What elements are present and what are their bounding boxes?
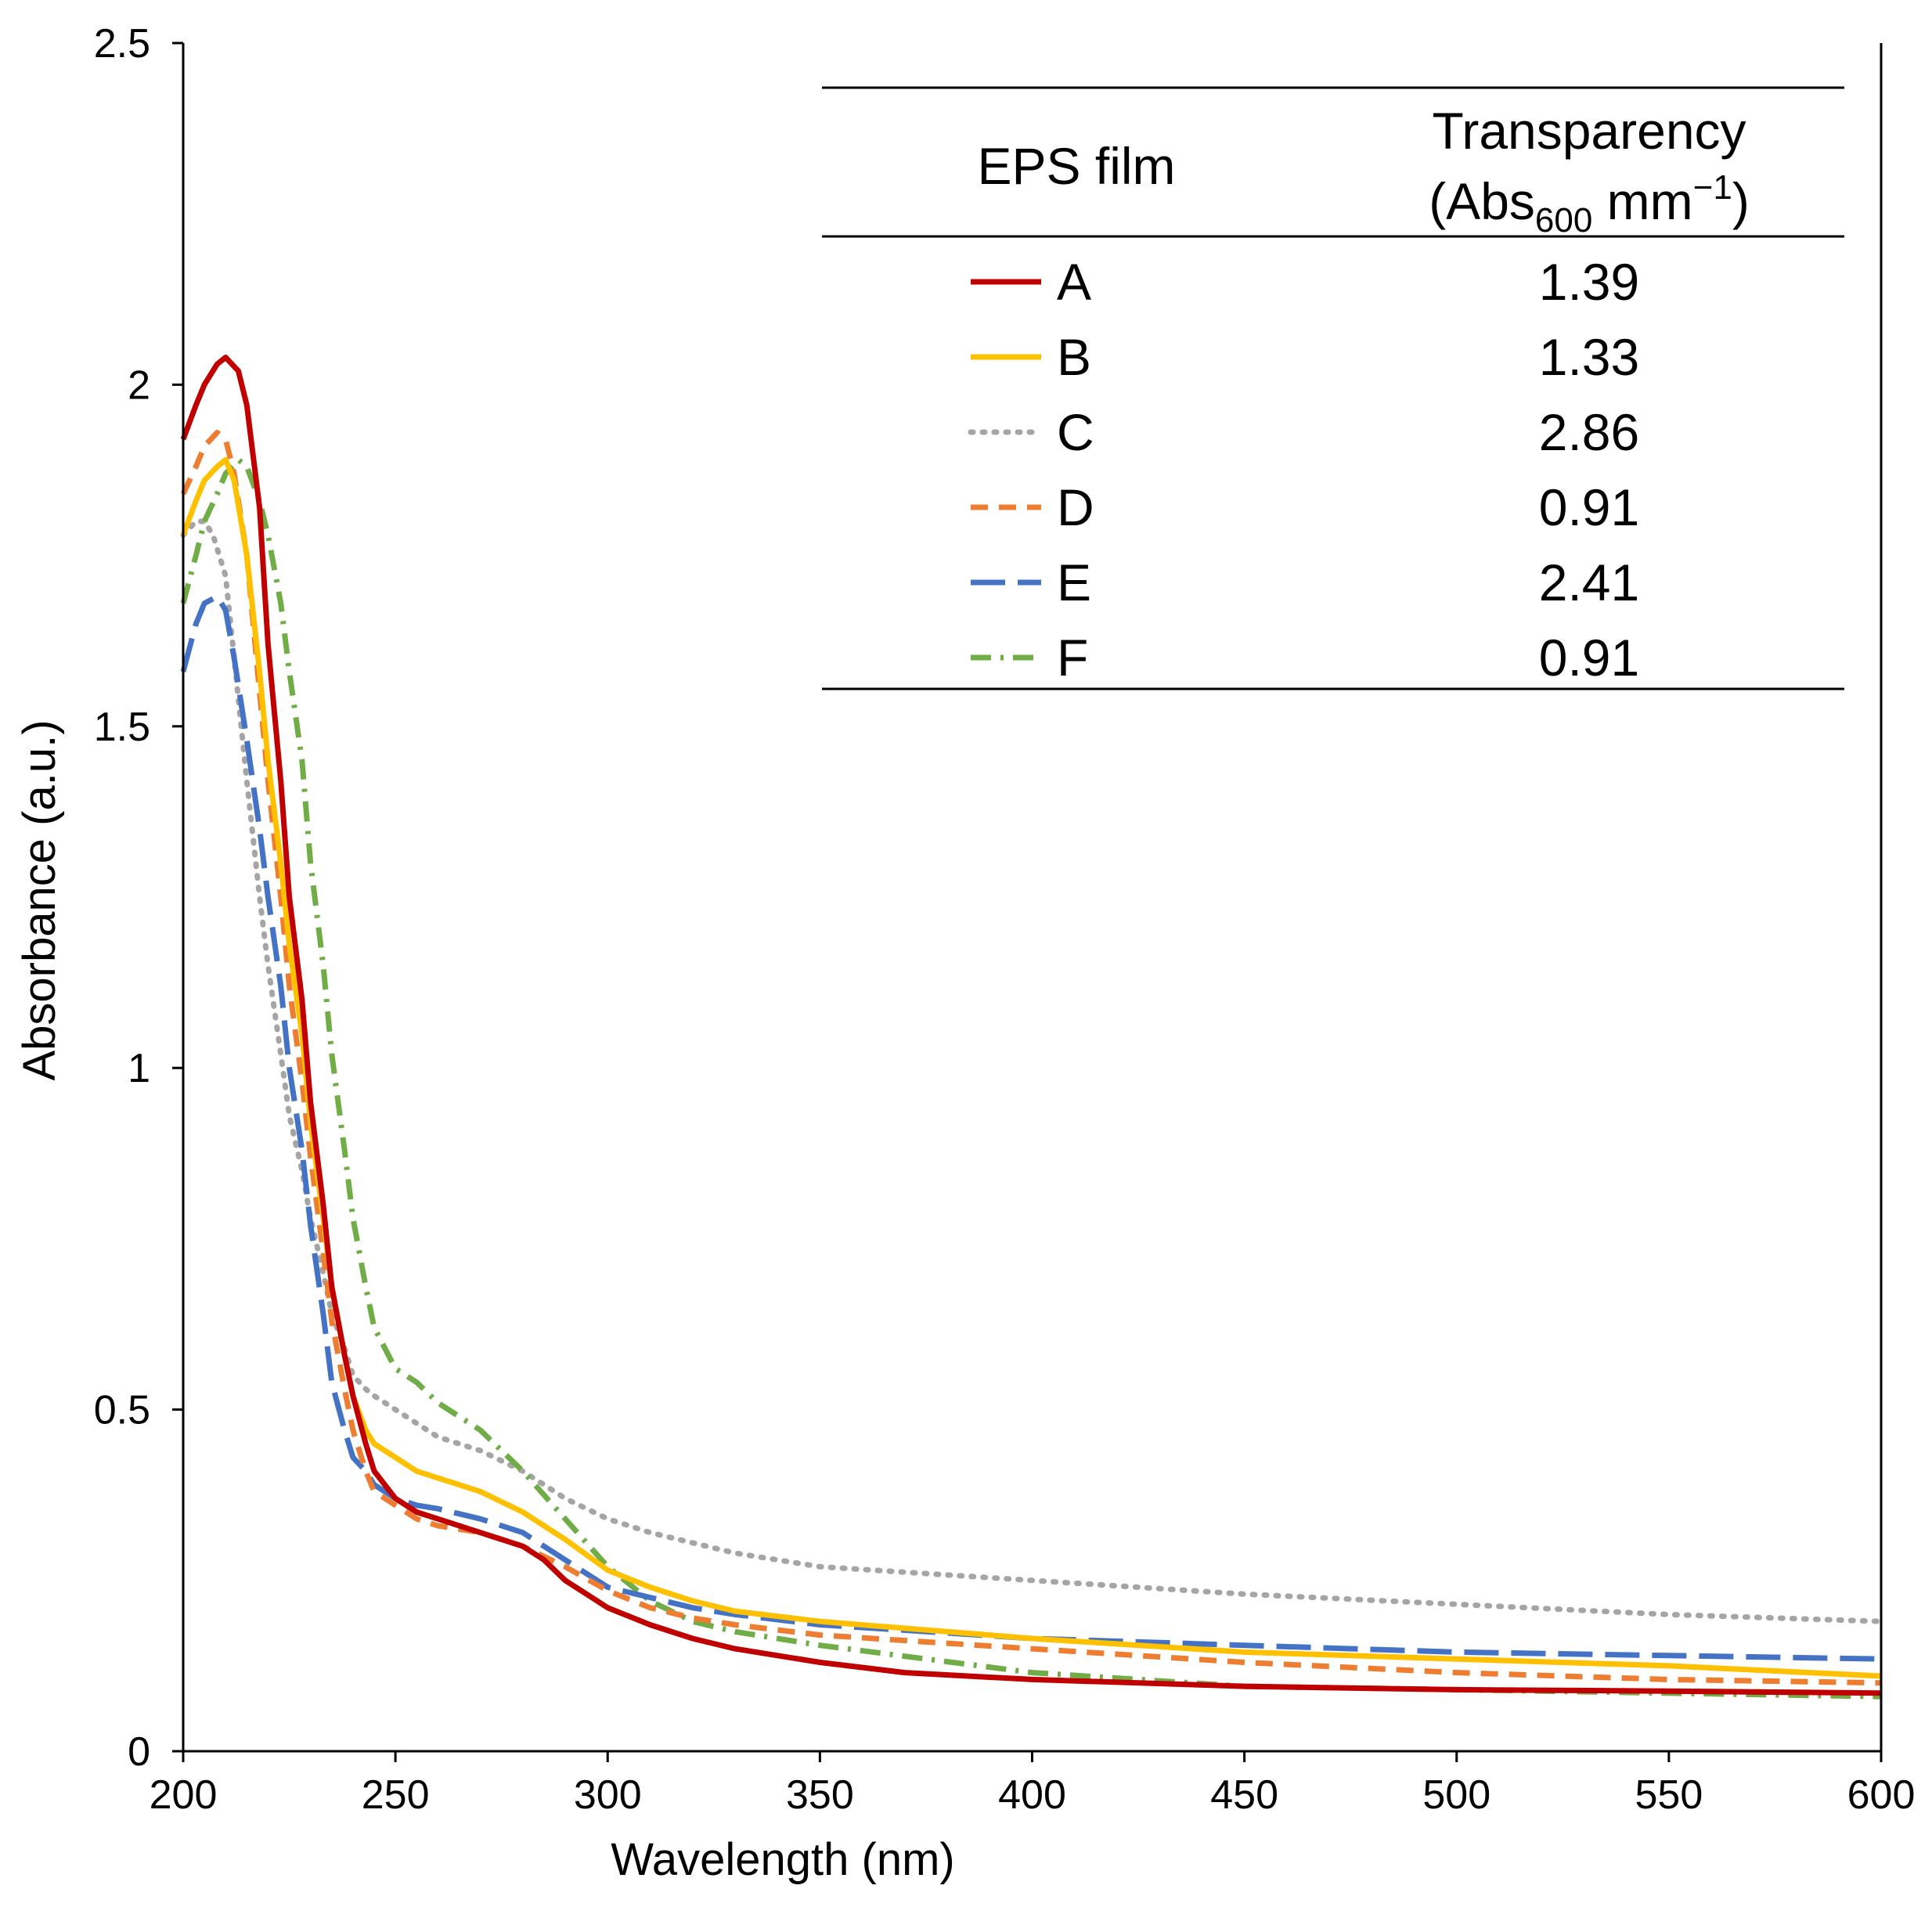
- legend-transparency-value: 0.91: [1539, 629, 1639, 687]
- legend-row-e: E 2.41: [971, 553, 1639, 611]
- x-tick-label: 450: [1210, 1772, 1278, 1818]
- y-tick-label: 0.5: [94, 1388, 150, 1433]
- legend-header-film: EPS film: [977, 137, 1175, 195]
- y-tick-label: 2: [128, 362, 150, 408]
- x-tick-label: 250: [362, 1772, 430, 1818]
- y-tick-label: 1: [128, 1046, 150, 1091]
- legend: EPS film Transparency (Abs600 mm−1) A 1.3…: [822, 86, 1844, 690]
- legend-header-transparency: Transparency: [1432, 102, 1746, 160]
- legend-transparency-value: 0.91: [1539, 478, 1639, 536]
- legend-row-b: B 1.33: [971, 328, 1639, 386]
- legend-row-c: C 2.86: [968, 403, 1639, 461]
- x-tick-label: 400: [998, 1772, 1066, 1818]
- series-line-b: [180, 456, 1882, 1679]
- legend-series-name: C: [1057, 403, 1094, 461]
- y-tick-label: 2.5: [94, 21, 150, 67]
- y-tick-label: 1.5: [94, 705, 150, 750]
- y-axis-ticks: 0 0.5 1 1.5 2 2.5: [94, 21, 183, 1775]
- x-axis-ticks: 200 250 300 350 400 450 500 550 600: [150, 1751, 1916, 1818]
- legend-header-unit: (Abs600 mm−1): [1429, 168, 1750, 240]
- x-tick-label: 600: [1847, 1772, 1916, 1818]
- legend-transparency-value: 1.33: [1539, 328, 1639, 386]
- legend-row-a: A 1.39: [971, 253, 1639, 311]
- x-tick-label: 200: [150, 1772, 218, 1818]
- legend-unit-mid: mm: [1592, 172, 1692, 230]
- legend-transparency-value: 2.86: [1539, 403, 1639, 461]
- x-tick-label: 300: [574, 1772, 642, 1818]
- legend-series-name: D: [1057, 478, 1094, 536]
- legend-unit-superscript: −1: [1693, 168, 1732, 207]
- legend-series-name: B: [1057, 328, 1091, 386]
- series-line-e: [180, 593, 1882, 1662]
- legend-rows: A 1.39 B 1.33 C 2.86 D 0.91 E 2.41 F 0.91: [968, 253, 1639, 687]
- series-line-c: [180, 518, 1884, 1624]
- legend-series-name: A: [1057, 253, 1091, 311]
- plot-lines: [180, 355, 1884, 1700]
- legend-row-d: D 0.91: [971, 478, 1639, 536]
- y-axis-label: Absorbance (a.u.): [14, 719, 65, 1080]
- legend-unit-subscript: 600: [1535, 201, 1592, 240]
- legend-series-name: F: [1057, 629, 1088, 687]
- x-axis-label: Wavelength (nm): [611, 1834, 954, 1885]
- legend-unit-prefix: (Abs: [1429, 172, 1535, 230]
- series-line-a: [180, 355, 1882, 1696]
- legend-transparency-value: 2.41: [1539, 553, 1639, 611]
- legend-transparency-value: 1.39: [1539, 253, 1639, 311]
- x-tick-label: 550: [1635, 1772, 1703, 1818]
- legend-unit-suffix: ): [1732, 172, 1750, 230]
- legend-row-f: F 0.91: [971, 629, 1639, 687]
- x-tick-label: 350: [786, 1772, 854, 1818]
- x-tick-label: 500: [1422, 1772, 1490, 1818]
- y-tick-label: 0: [128, 1729, 150, 1775]
- legend-series-name: E: [1057, 553, 1091, 611]
